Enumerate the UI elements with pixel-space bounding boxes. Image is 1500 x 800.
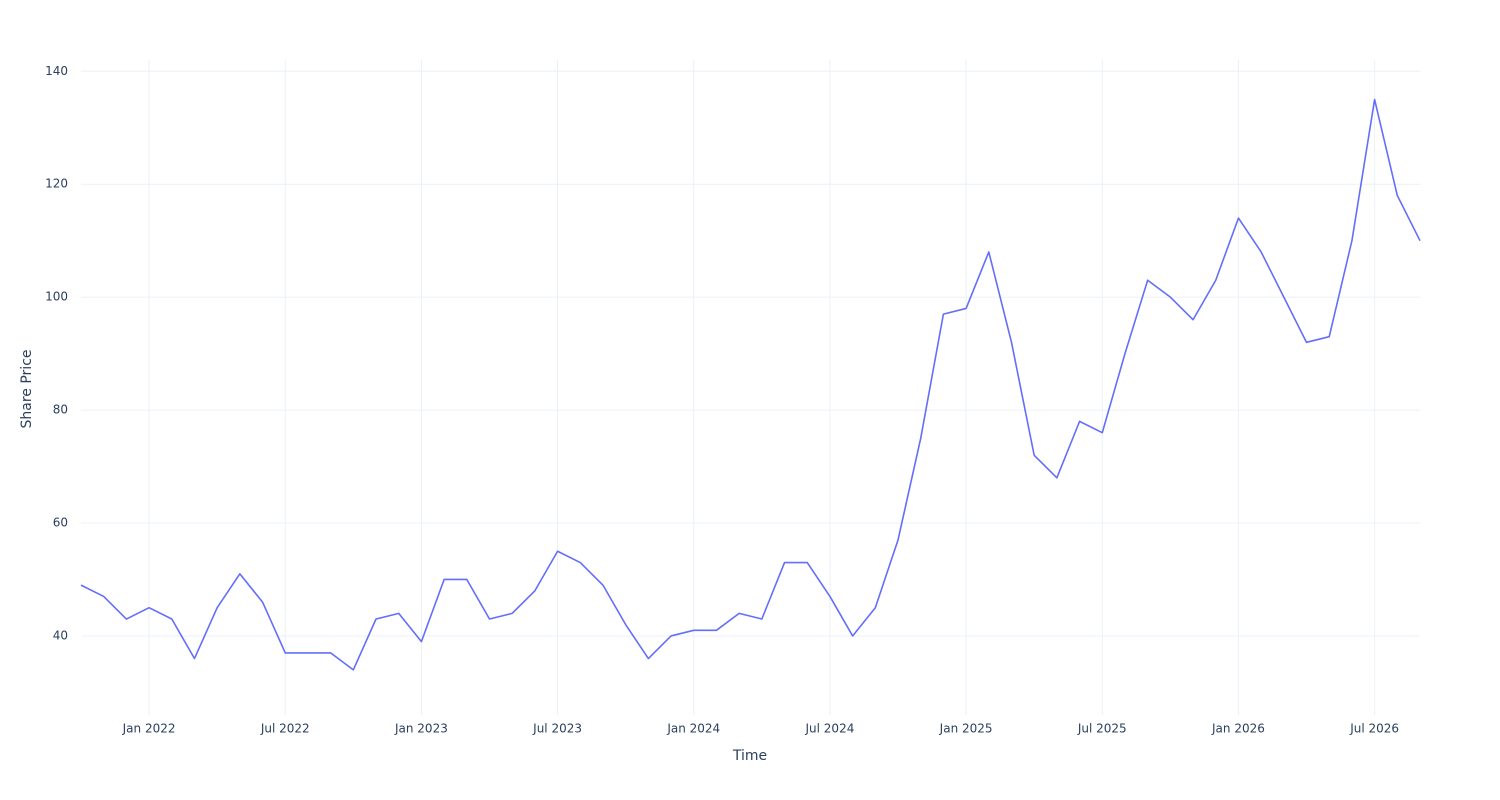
x-axis-title: Time [732,748,767,764]
x-tick-label: Jul 2026 [1349,722,1399,736]
y-tick-label: 80 [53,403,68,417]
x-tick-label: Jan 2022 [122,722,176,736]
x-tick-label: Jul 2023 [532,722,582,736]
x-tick-label: Jul 2025 [1077,722,1127,736]
x-tick-label: Jan 2026 [1211,722,1265,736]
x-tick-label: Jan 2024 [666,722,720,736]
price-line [80,98,1421,671]
x-tick-label: Jan 2025 [939,722,993,736]
y-tick-label: 40 [53,628,68,642]
y-tick-label: 100 [45,290,68,304]
y-axis-title: Share Price [19,349,35,428]
x-tick-label: Jan 2023 [394,722,448,736]
x-tick-label: Jul 2024 [805,722,855,736]
x-tick-label: Jul 2022 [260,722,310,736]
y-tick-label: 140 [45,64,68,78]
y-tick-label: 120 [45,177,68,191]
y-tick-label: 60 [53,516,68,530]
